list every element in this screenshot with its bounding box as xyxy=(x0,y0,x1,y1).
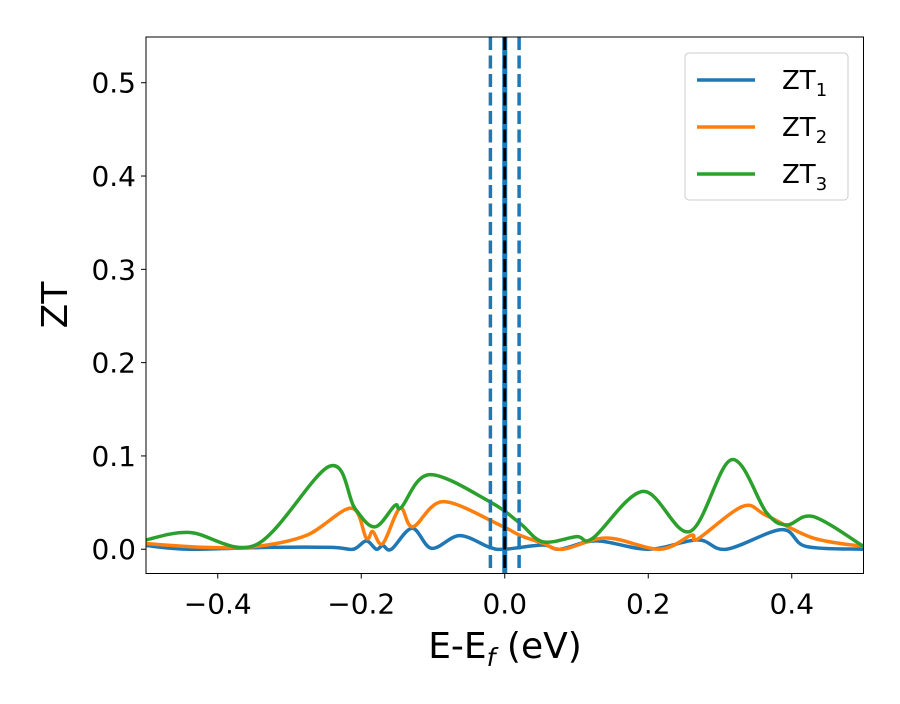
y-axis-label: ZT xyxy=(35,281,76,329)
x-axis-label: E-Ef (eV) xyxy=(428,626,582,672)
legend-frame xyxy=(684,52,849,201)
plot-marks xyxy=(146,37,864,574)
x-tick-label: −0.2 xyxy=(327,588,395,621)
legend: ZT1 ZT2 ZT3 xyxy=(684,52,849,201)
axis-ticks: −0.4 −0.2 0.0 0.2 0.4 0.0 0.1 0.2 0.3 0.4 0.5 xyxy=(91,67,814,621)
legend-label-zt2: ZT2 xyxy=(782,113,827,148)
y-tick-label: 0.0 xyxy=(91,533,136,566)
legend-label-zt3: ZT3 xyxy=(782,160,827,195)
x-tick-label: −0.4 xyxy=(184,588,252,621)
y-tick-label: 0.1 xyxy=(91,440,136,473)
x-tick-label: 0.0 xyxy=(482,588,527,621)
legend-label-zt1: ZT1 xyxy=(782,66,827,101)
y-tick-label: 0.4 xyxy=(91,160,136,193)
series-line-zt2 xyxy=(146,499,864,552)
x-tick-label: 0.2 xyxy=(626,588,671,621)
x-tick-label: 0.4 xyxy=(769,588,814,621)
y-tick-label: 0.3 xyxy=(91,253,136,286)
series-line-zt1 xyxy=(146,526,864,552)
y-tick-label: 0.5 xyxy=(91,67,136,100)
y-tick-label: 0.2 xyxy=(91,347,136,380)
